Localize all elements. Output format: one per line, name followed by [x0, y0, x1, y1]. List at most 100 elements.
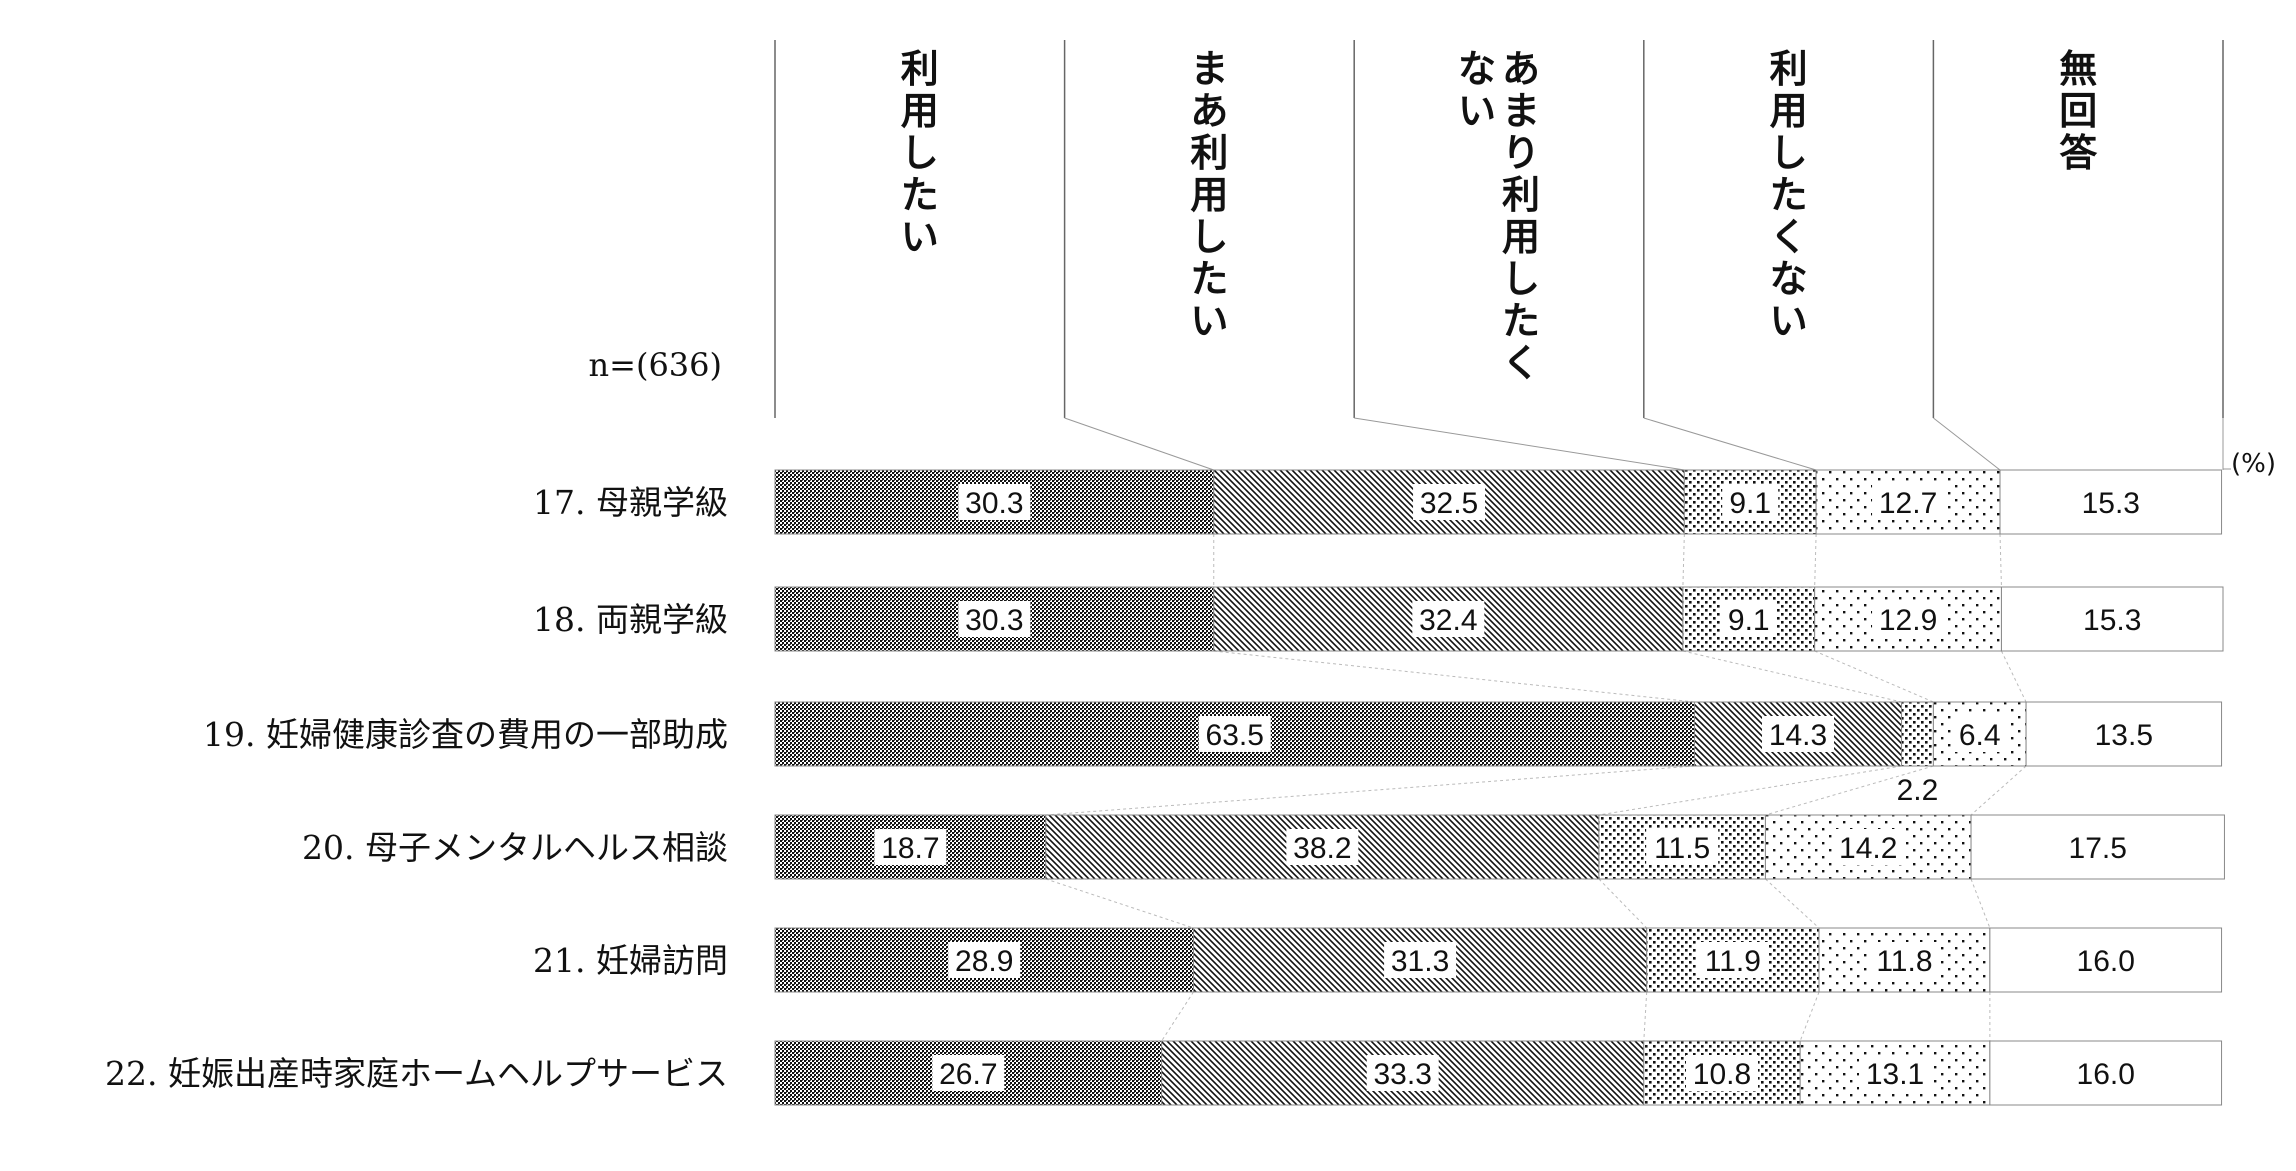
data-label-bg: [948, 942, 1021, 978]
data-label: 6.4: [1959, 719, 2001, 752]
series-header-char: 利: [901, 47, 939, 91]
data-label-bg: [1646, 829, 1719, 865]
connector-line: [1765, 765, 1934, 816]
category-label: 19. 妊婦健康診査の費用の一部助成: [203, 715, 728, 754]
series-header-char: 用: [901, 89, 939, 133]
data-label-bg: [958, 601, 1031, 637]
category-label: 18. 両親学級: [533, 600, 728, 639]
connector-line: [1161, 991, 1194, 1042]
data-label-bg: [958, 484, 1031, 520]
data-label: 12.7: [1879, 487, 1937, 520]
data-label: 2.2: [1897, 774, 1939, 807]
data-label-bg: [1412, 601, 1485, 637]
connector-line: [1643, 991, 1648, 1042]
data-label-bg: [1762, 716, 1835, 752]
series-header-char: く: [1770, 215, 1808, 259]
connector-line: [1970, 878, 1991, 929]
series-header-char: 答: [2059, 131, 2098, 175]
connector-lines: [1045, 417, 2231, 1042]
series-header-3: ない: [1458, 47, 1496, 133]
series-header-char: 用: [1502, 215, 1540, 259]
bar-row-1: 30.3 32.5 9.1 12.7 15.3: [774, 469, 2223, 535]
bars: 30.3 32.5 9.1 12.7 15.3 30.3 32.4 9.1 12.9 15.3 63…: [774, 469, 2225, 1106]
series-header-char: し: [1770, 131, 1808, 175]
series-header-char: 用: [1770, 89, 1808, 133]
category-label: 20. 母子メンタルヘルス相談: [302, 828, 728, 867]
series-header-char: な: [1458, 47, 1496, 91]
data-label-bg: [1685, 1055, 1758, 1091]
data-label: 30.3: [965, 487, 1023, 520]
bar-row-6: 26.7 33.3 10.8 13.1 16.0: [774, 1040, 2223, 1106]
data-label-bg: [1951, 716, 2008, 752]
series-header-char: 回: [2059, 89, 2097, 133]
connector-line: [1643, 417, 1817, 471]
bar-segment: [2025, 701, 2223, 767]
data-label-bg: [1384, 942, 1457, 978]
connector-line: [1814, 650, 1934, 703]
data-label: 15.3: [2083, 604, 2141, 637]
series-header-char: く: [1502, 341, 1540, 385]
connector-line: [1598, 765, 1902, 816]
category-label: 17. 母親学級: [533, 483, 728, 522]
data-label: 10.8: [1693, 1058, 1751, 1091]
series-header-char: 用: [1190, 173, 1228, 217]
series-header-char: い: [1190, 299, 1228, 343]
series-header-char: い: [901, 215, 939, 259]
data-label: 13.1: [1866, 1058, 1924, 1091]
category-label: 21. 妊婦訪問: [533, 941, 728, 980]
data-label: 16.0: [2077, 1058, 2135, 1091]
data-label: 9.1: [1728, 604, 1770, 637]
data-label: 16.0: [2077, 945, 2135, 978]
data-label: 14.3: [1769, 719, 1827, 752]
series-header-char: い: [1770, 299, 1808, 343]
bar-segment: [2000, 586, 2224, 652]
series-header-char: な: [1770, 257, 1808, 301]
data-label-bg: [1413, 484, 1486, 520]
data-label: 13.5: [2095, 719, 2153, 752]
data-label-bg: [1696, 942, 1769, 978]
series-header-char: 利: [1770, 47, 1808, 91]
bar-segment: [1970, 814, 2225, 880]
category-labels: 17. 母親学級 18. 両親学級 19. 妊婦健康診査の費用の一部助成 20. 母子…: [105, 483, 728, 1093]
series-header-char: あ: [1190, 89, 1228, 133]
bar-row-4: 18.7 38.2 11.5 14.2 17.5: [774, 814, 2225, 880]
series-header-char: い: [1458, 89, 1496, 133]
bar-row-2: 30.3 32.4 9.1 12.9 15.3: [774, 586, 2224, 652]
bar-row-5: 28.9 31.3 11.9 11.8 16.0: [774, 927, 2223, 993]
data-label: 38.2: [1293, 832, 1351, 865]
data-label: 15.3: [2082, 487, 2140, 520]
connector-line: [1682, 650, 1902, 703]
data-label-bg: [1198, 716, 1271, 752]
data-label-bg: [874, 829, 947, 865]
category-label: 22. 妊娠出産時家庭ホームヘルプサービス: [105, 1054, 728, 1093]
data-label: 32.5: [1420, 487, 1478, 520]
connector-line: [1045, 765, 1695, 816]
series-header-5: 無回答: [2059, 47, 2098, 175]
data-label: 63.5: [1206, 719, 1264, 752]
connector-line: [1354, 417, 1685, 471]
series-header-char: た: [901, 173, 939, 217]
data-label: 26.7: [939, 1058, 997, 1091]
series-header-char: 無: [2059, 47, 2097, 91]
data-label: 9.1: [1729, 487, 1771, 520]
data-label: 33.3: [1374, 1058, 1432, 1091]
data-label-bg: [1832, 829, 1905, 865]
data-label: 32.4: [1419, 604, 1477, 637]
connector-line: [1064, 417, 1214, 471]
series-header-char: し: [1190, 215, 1228, 259]
data-label-bg: [1366, 1055, 1439, 1091]
connector-line: [1682, 533, 1685, 588]
connector-line: [1045, 878, 1194, 929]
unit-label: (%): [2231, 449, 2276, 479]
bar-segment: [1999, 469, 2223, 535]
connector-line: [2001, 650, 2027, 703]
bar-segment: [1598, 814, 1766, 880]
series-header-char: し: [1502, 257, 1540, 301]
connector-line: [1799, 991, 1820, 1042]
data-label-bg: [1859, 1055, 1932, 1091]
connector-line: [1598, 878, 1648, 929]
series-header-char: 利: [1190, 131, 1228, 175]
